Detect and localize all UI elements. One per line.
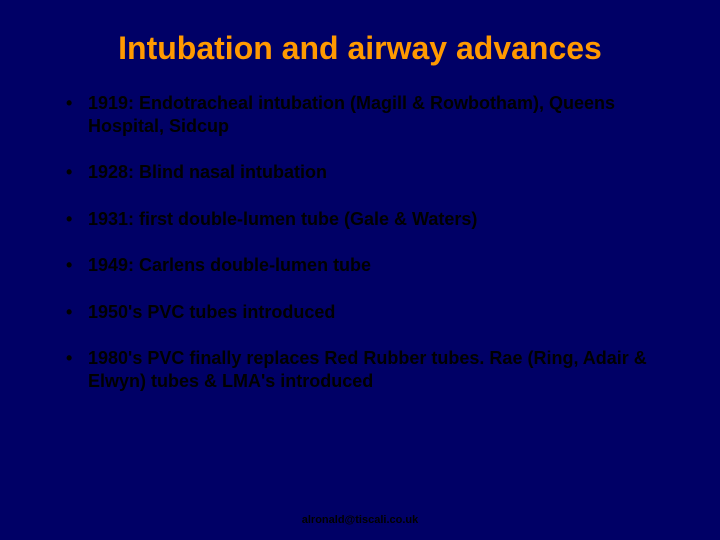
footer-email: alronald@tiscali.co.uk	[0, 514, 720, 526]
list-item: 1950's PVC tubes introduced	[60, 301, 660, 324]
slide-title: Intubation and airway advances	[60, 30, 660, 67]
bullet-list: 1919: Endotracheal intubation (Magill & …	[60, 92, 660, 392]
slide: Intubation and airway advances 1919: End…	[0, 0, 720, 540]
list-item: 1931: first double-lumen tube (Gale & Wa…	[60, 208, 660, 231]
list-item: 1980's PVC finally replaces Red Rubber t…	[60, 347, 660, 392]
list-item: 1949: Carlens double-lumen tube	[60, 254, 660, 277]
list-item: 1928: Blind nasal intubation	[60, 161, 660, 184]
list-item: 1919: Endotracheal intubation (Magill & …	[60, 92, 660, 137]
